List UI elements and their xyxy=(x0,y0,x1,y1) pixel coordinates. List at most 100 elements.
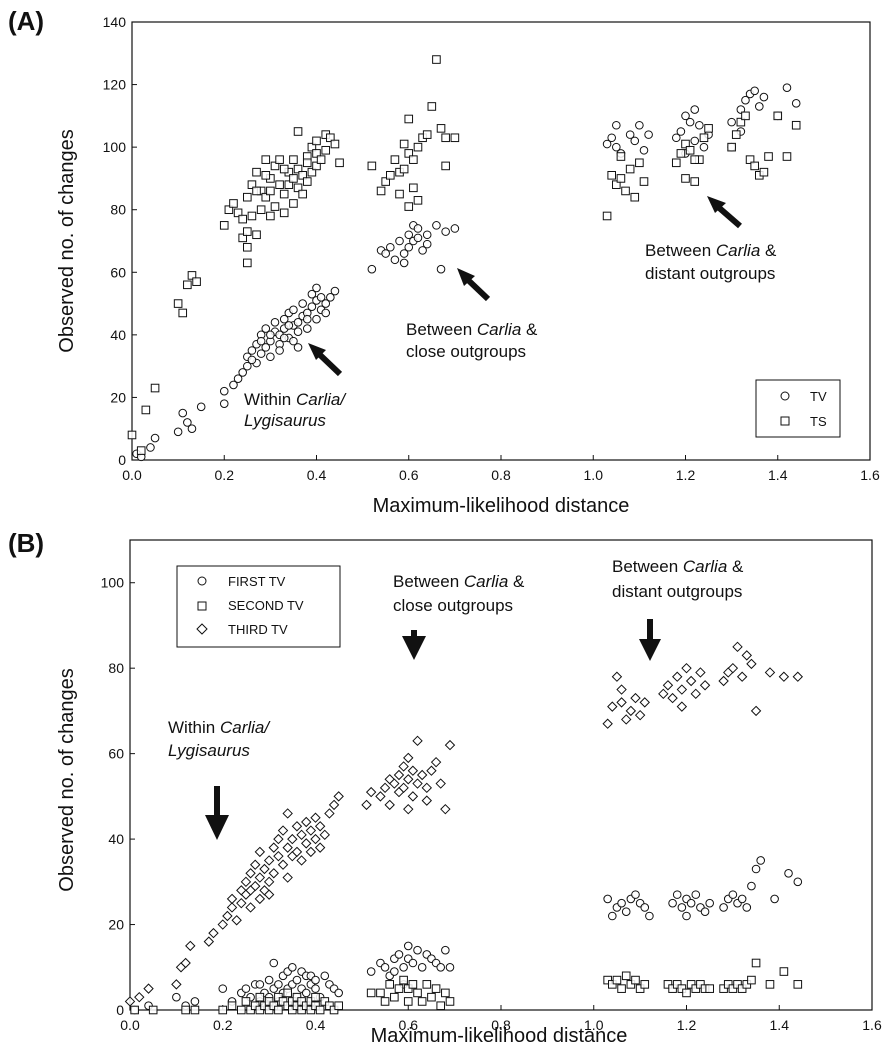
panel-b-second-tv-point xyxy=(148,1005,158,1015)
panel-b-arrowhead-close xyxy=(402,636,426,660)
panel-b-first-tv-point xyxy=(608,911,617,921)
panel-b-x-tick-label: 1.2 xyxy=(677,1017,697,1033)
panel-a-y-tick-label: 20 xyxy=(110,389,126,405)
panel-b-third-tv-point xyxy=(231,915,242,926)
panel-a-tv-point xyxy=(150,433,160,443)
panel-a-x-tick-label: 1.4 xyxy=(768,467,788,483)
panel-b-third-tv-point xyxy=(268,868,279,879)
panel-a-label: (A) xyxy=(8,6,44,36)
panel-b-third-tv-point xyxy=(291,846,303,858)
panel-a-ts-point xyxy=(178,308,188,318)
panel-b-third-tv-point xyxy=(412,735,423,747)
panel-a-tv-point xyxy=(279,314,289,324)
panel-b-first-tv-point xyxy=(677,903,687,912)
panel-a-tv-point xyxy=(399,249,409,258)
panel-a-tv-point xyxy=(256,336,266,346)
panel-b-third-tv-point xyxy=(621,714,632,725)
panel-b-third-tv-point xyxy=(263,855,275,866)
panel-a-ts-point xyxy=(136,446,146,455)
panel-a-x-tick-label: 0.0 xyxy=(122,467,142,483)
panel-b-x-tick-label: 0.0 xyxy=(120,1017,140,1033)
panel-b-third-tv-point xyxy=(254,893,266,905)
panel-b-third-tv-point xyxy=(393,786,405,798)
panel-a-points xyxy=(127,55,801,462)
panel-b-first-tv-point xyxy=(417,962,427,972)
panel-b-first-tv-point xyxy=(728,890,738,899)
panel-a-ts-point xyxy=(266,211,275,221)
panel-a-y-axis-label: Observed no. of changes xyxy=(56,129,78,352)
panel-b-second-tv-point xyxy=(408,980,418,989)
panel-a-ts-point xyxy=(399,139,409,149)
panel-b-second-tv-point xyxy=(779,967,789,976)
panel-b-first-tv-point xyxy=(631,890,640,899)
panel-a-tv-point xyxy=(612,120,621,130)
panel-a-tv-point xyxy=(791,99,801,108)
panel-a-tv-point xyxy=(404,242,414,252)
panel-b-third-tv-point xyxy=(746,658,757,670)
panel-b-third-tv-point xyxy=(282,808,293,819)
panel-b-second-tv-point xyxy=(311,992,320,1002)
panel-a-tv-point xyxy=(399,258,409,268)
panel-a-tv-point xyxy=(644,130,653,139)
panel-b-y-axis: 0 20 40 60 80 100 xyxy=(101,575,135,1018)
panel-a-tv-point xyxy=(183,418,192,427)
panel-b-second-tv-point xyxy=(436,1001,446,1011)
panel-b-third-tv-point xyxy=(741,650,752,661)
panel-a-tv-point xyxy=(750,86,759,96)
panel-b-first-tv-point xyxy=(617,898,626,908)
panel-a-tv-point xyxy=(219,386,229,396)
panel-a-ts-point xyxy=(312,136,321,146)
panel-b-third-tv-point xyxy=(393,769,405,781)
panel-b-third-tv-point xyxy=(625,705,637,717)
panel-b-first-tv-point xyxy=(292,975,302,985)
panel-a-legend-marker-tv xyxy=(780,391,790,401)
panel-a-ts-point xyxy=(289,155,298,164)
panel-a-x-tick-label: 0.2 xyxy=(215,467,235,483)
panel-a-ts-point xyxy=(243,192,252,202)
panel-b-first-tv-point xyxy=(366,967,376,976)
panel-a-tv-point xyxy=(321,308,331,318)
panel-b-second-tv-point xyxy=(427,992,436,1002)
panel-a-annotation-distant-line2: distant outgroups xyxy=(645,264,775,283)
panel-b-third-tv-point xyxy=(134,991,145,1003)
panel-a-annotation-close: Between Carlia & close outgroups xyxy=(406,268,538,361)
panel-b-second-tv-point xyxy=(621,971,631,981)
panel-a-ts-point xyxy=(681,139,690,149)
panel-a-ts-point xyxy=(399,164,409,174)
panel-a-ts-point xyxy=(404,149,414,158)
panel-b-third-tv-point xyxy=(301,838,312,849)
panel-b-legend-marker-third xyxy=(196,623,208,635)
panel-a-tv-point xyxy=(695,120,704,130)
panel-b-first-tv-point xyxy=(403,941,413,951)
panel-a-annotation-within: Within Carlia/ Lygisaurus xyxy=(244,343,347,430)
panel-b-second-tv-point xyxy=(431,984,441,993)
panel-b-first-tv-point xyxy=(682,911,691,921)
panel-b-x-tick-label: 1.6 xyxy=(862,1017,882,1033)
panel-a-tv-point xyxy=(630,136,640,146)
panel-b-first-tv-point xyxy=(334,988,343,998)
panel-a-ts-point xyxy=(782,152,792,161)
panel-a-ts-point xyxy=(690,177,700,186)
panel-b-second-tv-point xyxy=(793,980,803,989)
panel-b-third-tv-point xyxy=(324,808,335,819)
panel-b-third-tv-point xyxy=(185,940,196,952)
panel-a-ts-point xyxy=(699,133,709,143)
panel-a-tv-point xyxy=(247,355,257,365)
panel-b-first-tv-point xyxy=(241,984,251,993)
panel-a-ts-point xyxy=(630,192,640,202)
panel-a-x-tick-label: 0.8 xyxy=(491,467,511,483)
panel-a-y-axis: 0 20 40 60 80 100 120 140 xyxy=(103,14,137,468)
panel-a-ts-point xyxy=(312,149,321,158)
panel-a-ts-point xyxy=(607,171,617,180)
panel-b-annotation-distant: Between Carlia & distant outgroups xyxy=(612,557,744,661)
panel-b-legend-label-third: THIRD TV xyxy=(228,622,288,637)
panel-a-tv-point xyxy=(173,427,183,437)
panel-b-third-tv-point xyxy=(421,782,433,794)
panel-a-x-tick-label: 0.4 xyxy=(307,467,327,483)
panel-b-second-tv-point xyxy=(255,992,265,1002)
panel-b-third-tv-point xyxy=(296,829,307,841)
panel-b-third-tv-point xyxy=(277,859,289,870)
panel-a-x-tick-label: 0.6 xyxy=(399,467,419,483)
panel-a-ts-point xyxy=(279,189,289,199)
